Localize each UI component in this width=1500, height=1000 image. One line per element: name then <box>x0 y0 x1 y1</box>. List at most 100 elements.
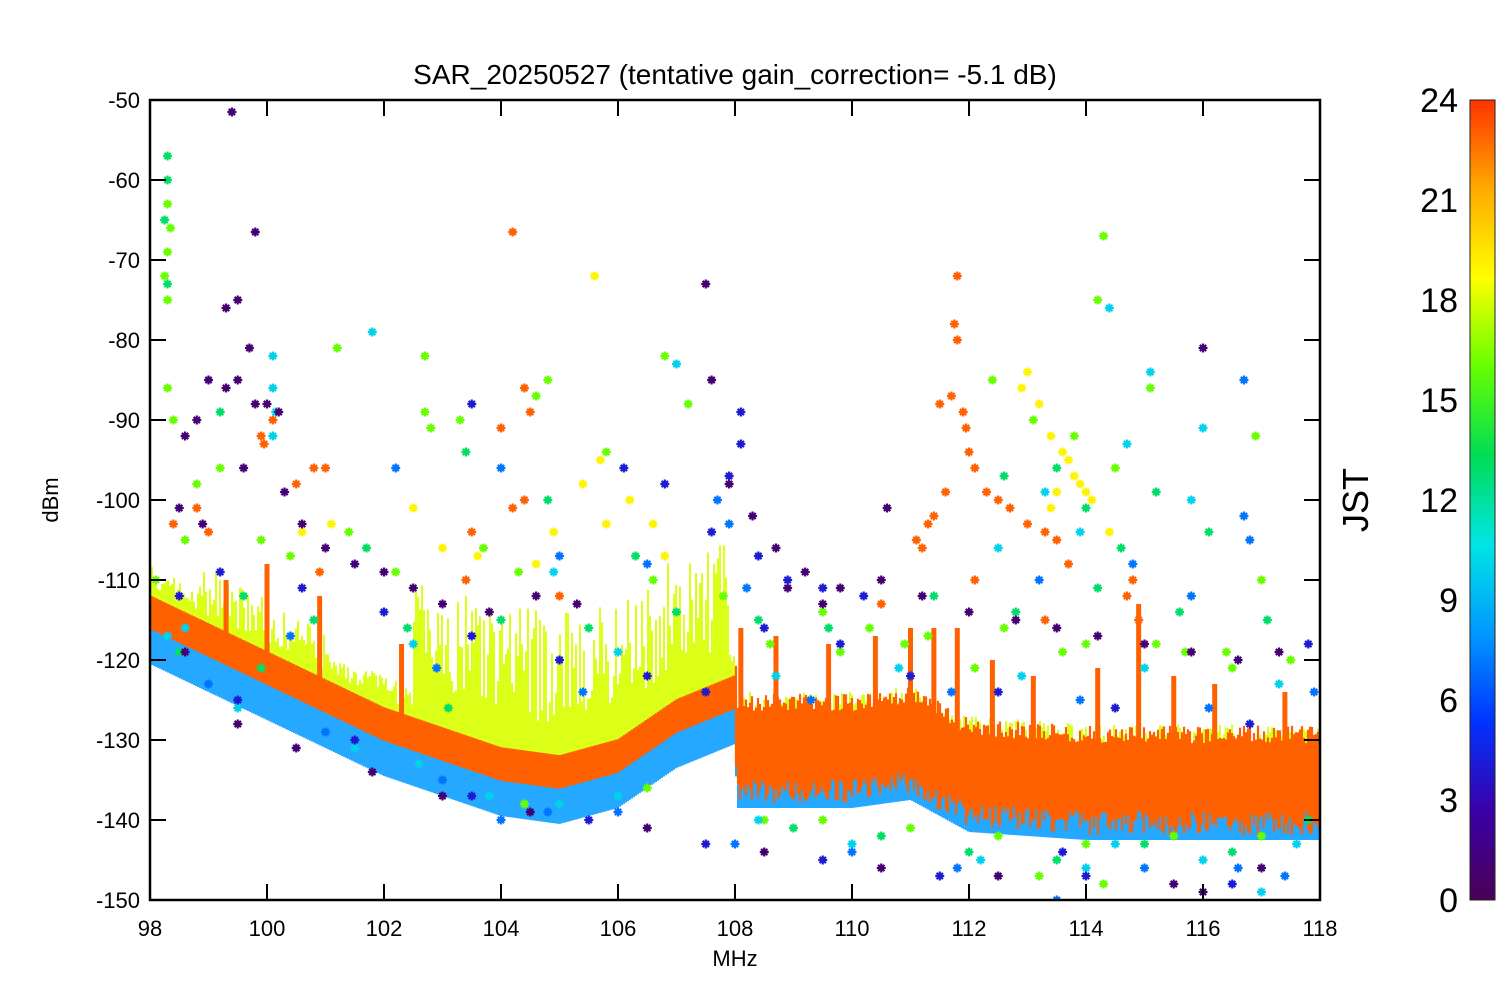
data-point <box>1081 839 1091 849</box>
data-point <box>496 615 506 625</box>
data-point <box>1140 839 1149 849</box>
data-point <box>160 271 170 281</box>
data-point <box>467 631 477 641</box>
data-point <box>818 583 828 593</box>
data-point <box>438 791 447 801</box>
data-point <box>473 551 483 561</box>
x-tick-label: 114 <box>1068 916 1103 941</box>
data-point <box>367 767 377 777</box>
data-point <box>549 567 559 577</box>
data-point <box>555 591 564 601</box>
data-point <box>1046 503 1056 513</box>
data-point <box>993 831 1003 841</box>
data-point <box>1175 607 1185 617</box>
data-point <box>555 655 564 665</box>
data-point <box>204 527 213 537</box>
data-point <box>163 151 173 161</box>
data-point <box>227 107 237 117</box>
data-point <box>1257 831 1266 841</box>
x-tick-label: 102 <box>366 916 403 941</box>
data-point <box>1104 527 1114 537</box>
data-point <box>1046 431 1056 441</box>
data-point <box>268 431 278 441</box>
data-point <box>783 583 793 593</box>
data-point <box>1040 487 1050 497</box>
data-point <box>1251 431 1261 441</box>
data-point <box>508 227 518 237</box>
data-point <box>379 567 389 577</box>
x-tick-label: 106 <box>600 916 637 941</box>
data-point <box>753 551 763 561</box>
data-point <box>1169 879 1179 889</box>
colorbar: 0 3 6 9 12 15 18 21 24 JST <box>1335 82 1496 920</box>
data-point <box>1239 375 1249 385</box>
data-point <box>1081 871 1091 881</box>
data-point <box>1186 591 1196 601</box>
data-point <box>964 607 974 617</box>
data-point <box>555 551 564 561</box>
data-point <box>221 303 231 313</box>
data-point <box>578 479 588 489</box>
data-point <box>256 663 266 673</box>
data-point <box>1058 847 1068 857</box>
data-point <box>578 687 588 697</box>
data-point <box>531 591 541 601</box>
data-point <box>952 863 962 873</box>
data-point <box>1257 575 1266 585</box>
data-point <box>291 479 301 489</box>
data-point <box>742 583 752 593</box>
data-point <box>993 871 1003 881</box>
data-point <box>274 407 284 417</box>
data-point <box>1239 511 1249 521</box>
data-point <box>982 487 992 497</box>
data-point <box>321 463 330 473</box>
colorbar-tick-label: 12 <box>1420 482 1458 520</box>
data-point <box>964 847 974 857</box>
data-point <box>163 295 173 305</box>
data-point <box>1227 879 1237 889</box>
data-point <box>595 455 605 465</box>
data-point <box>584 623 594 633</box>
data-point <box>1093 631 1103 641</box>
data-point <box>519 495 529 505</box>
data-point <box>1140 663 1149 673</box>
data-point <box>268 351 278 361</box>
data-point <box>1087 495 1097 505</box>
data-point <box>508 503 518 513</box>
data-point <box>1221 647 1231 657</box>
data-point <box>315 567 325 577</box>
data-point <box>724 519 734 529</box>
data-point <box>1227 663 1237 673</box>
data-point <box>549 527 559 537</box>
data-point <box>1110 839 1120 849</box>
data-point <box>525 807 535 817</box>
data-point <box>163 279 173 289</box>
data-point <box>1040 615 1050 625</box>
y-tick-label: -120 <box>96 648 140 673</box>
data-point <box>525 407 535 417</box>
data-point <box>707 527 717 537</box>
data-point <box>1075 695 1085 705</box>
data-point <box>250 227 260 237</box>
data-point <box>718 591 728 601</box>
data-point <box>648 575 658 585</box>
x-tick-label: 118 <box>1302 916 1337 941</box>
data-point <box>1292 839 1302 849</box>
data-point <box>244 343 254 353</box>
data-point <box>1257 863 1266 873</box>
data-point <box>1128 575 1138 585</box>
data-point <box>1122 591 1132 601</box>
data-point <box>1093 295 1103 305</box>
data-point <box>818 815 828 825</box>
data-point <box>467 399 477 409</box>
data-point <box>1151 639 1161 649</box>
data-point <box>1063 559 1073 569</box>
data-point <box>642 823 652 833</box>
data-point <box>894 663 904 673</box>
y-axis: -50 -60 -70 -80 -90 -100 -110 -120 -130 -140 -150 <box>96 88 1320 913</box>
x-tick-label: 98 <box>138 916 162 941</box>
data-point <box>163 247 173 257</box>
data-point <box>484 791 494 801</box>
data-point <box>1069 431 1079 441</box>
data-point <box>999 471 1009 481</box>
